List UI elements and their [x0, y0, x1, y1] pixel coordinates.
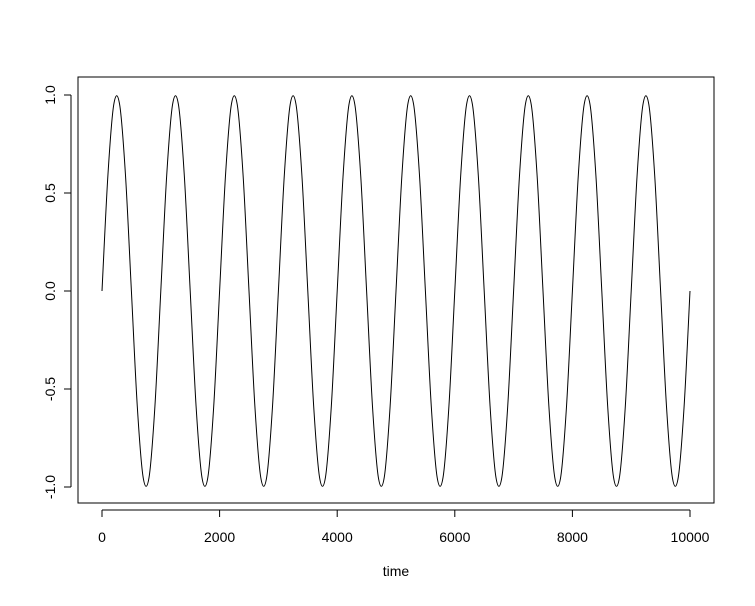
y-tick-label: 0.0 — [42, 281, 58, 301]
series-line — [101, 95, 691, 487]
x-tick-label: 10000 — [671, 529, 710, 545]
y-tick-label: -1.0 — [42, 475, 58, 499]
y-tick-label: 0.5 — [42, 183, 58, 203]
x-tick-label: 4000 — [322, 529, 353, 545]
y-axis: -1.0 -0.5 0.0 0.5 1.0 — [42, 85, 72, 499]
y-tick-label: 1.0 — [42, 85, 58, 105]
plot-box — [77, 76, 715, 504]
x-axis-label: time — [383, 563, 410, 579]
x-tick-label: 2000 — [204, 529, 235, 545]
x-axis: 0 2000 4000 6000 8000 10000 — [98, 509, 710, 545]
x-tick-label: 0 — [98, 529, 106, 545]
y-tick-label: -0.5 — [42, 377, 58, 401]
x-tick-label: 8000 — [557, 529, 588, 545]
x-tick-label: 6000 — [439, 529, 470, 545]
